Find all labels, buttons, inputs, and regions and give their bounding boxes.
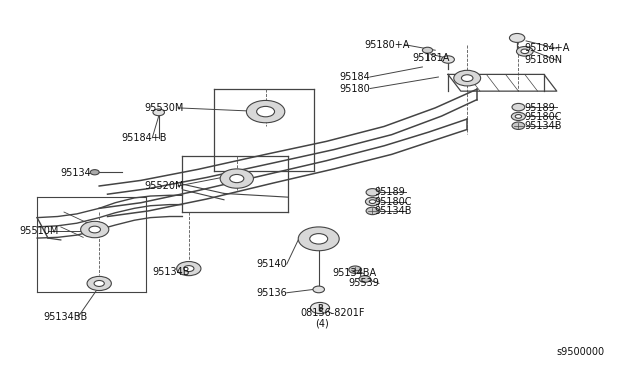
Circle shape <box>512 103 525 111</box>
Text: 95510M: 95510M <box>19 226 59 235</box>
Circle shape <box>366 207 379 215</box>
Circle shape <box>454 70 481 86</box>
Text: 95134B: 95134B <box>152 267 190 276</box>
Text: 95136: 95136 <box>256 288 287 298</box>
Circle shape <box>220 169 253 188</box>
Circle shape <box>298 227 339 251</box>
Text: 95134B: 95134B <box>374 206 412 216</box>
Text: 95180N: 95180N <box>525 55 563 65</box>
Circle shape <box>177 262 201 276</box>
Circle shape <box>515 115 522 118</box>
Text: (4): (4) <box>315 319 328 328</box>
Circle shape <box>246 100 285 123</box>
Circle shape <box>349 266 362 273</box>
Text: 95180+A: 95180+A <box>365 40 410 49</box>
Text: 95180C: 95180C <box>525 112 563 122</box>
Text: 95530M: 95530M <box>144 103 184 113</box>
Circle shape <box>153 109 164 116</box>
Text: 95520M: 95520M <box>144 181 184 191</box>
Circle shape <box>81 221 109 238</box>
Text: 95184+B: 95184+B <box>122 133 167 142</box>
Circle shape <box>521 49 529 54</box>
Text: 95180: 95180 <box>339 84 370 93</box>
Text: 95189: 95189 <box>374 187 405 197</box>
Circle shape <box>509 33 525 42</box>
Circle shape <box>230 174 244 183</box>
Circle shape <box>516 46 533 56</box>
Circle shape <box>442 56 454 63</box>
Text: s9500000: s9500000 <box>557 347 605 356</box>
Text: 95184+A: 95184+A <box>525 44 570 53</box>
Circle shape <box>184 266 194 272</box>
Text: 95189: 95189 <box>525 103 556 113</box>
Circle shape <box>94 280 104 286</box>
Circle shape <box>512 122 525 129</box>
Circle shape <box>359 276 371 282</box>
Circle shape <box>365 198 380 206</box>
Text: 95180C: 95180C <box>374 197 412 206</box>
Text: 95181A: 95181A <box>413 53 450 62</box>
Text: 95134: 95134 <box>61 168 92 178</box>
Circle shape <box>313 286 324 293</box>
Circle shape <box>90 170 99 175</box>
Circle shape <box>257 106 275 117</box>
Circle shape <box>310 234 328 244</box>
Text: 08156-8201F: 08156-8201F <box>301 308 365 318</box>
Text: 95184: 95184 <box>339 72 370 82</box>
Text: 95539: 95539 <box>349 279 380 288</box>
Text: 95134BB: 95134BB <box>44 312 88 322</box>
Text: B: B <box>317 304 323 312</box>
Circle shape <box>511 112 525 121</box>
Circle shape <box>89 226 100 233</box>
Circle shape <box>310 302 330 314</box>
Text: 95134BA: 95134BA <box>333 269 377 278</box>
Circle shape <box>461 75 473 81</box>
Circle shape <box>369 200 376 203</box>
Text: 95140: 95140 <box>256 259 287 269</box>
Circle shape <box>422 47 433 53</box>
Circle shape <box>87 276 111 291</box>
Circle shape <box>366 189 379 196</box>
Text: 95134B: 95134B <box>525 122 563 131</box>
